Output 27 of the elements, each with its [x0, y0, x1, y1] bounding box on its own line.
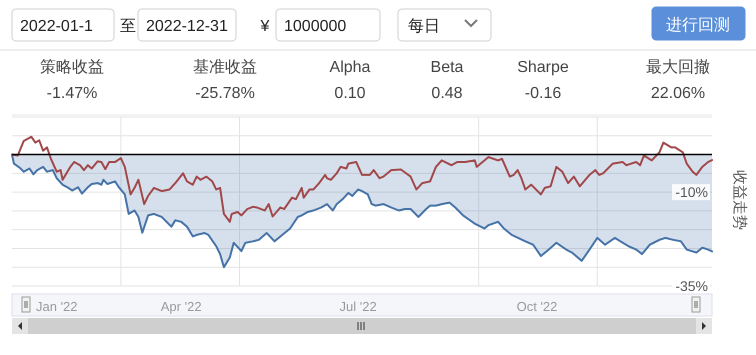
text: Alpha: [330, 59, 371, 76]
x-tick-label: Apr '22: [160, 299, 202, 314]
text: -0.16: [524, 85, 562, 102]
y-tick-label: -35%: [675, 278, 708, 294]
text: Sharpe: [517, 59, 569, 76]
text: 进行回测: [666, 16, 730, 34]
text: 至: [120, 18, 136, 35]
text: -25.78%: [195, 85, 255, 102]
text: Jan '22: [36, 299, 78, 314]
text: 2022-01-1: [20, 18, 94, 35]
x-tick-label: Oct '22: [516, 299, 558, 314]
text: 每日: [408, 18, 440, 35]
text: Beta: [430, 59, 464, 76]
text: ¥: [260, 18, 270, 35]
text: -1.47%: [46, 85, 98, 102]
text: 最大回撤: [646, 58, 710, 76]
text: 1000000: [284, 18, 346, 35]
y-axis-title: 收益走势: [731, 170, 748, 230]
x-tick-label: Jul '22: [340, 299, 377, 314]
text: 0.48: [431, 85, 463, 102]
text: 0.10: [334, 85, 366, 102]
line-series: [11, 136, 713, 223]
text: 基准收益: [193, 58, 257, 76]
text: 22.06%: [650, 85, 706, 102]
text: 策略收益: [40, 58, 104, 76]
text: 2022-12-31: [146, 18, 228, 35]
y-tick-label: -10%: [675, 184, 708, 200]
